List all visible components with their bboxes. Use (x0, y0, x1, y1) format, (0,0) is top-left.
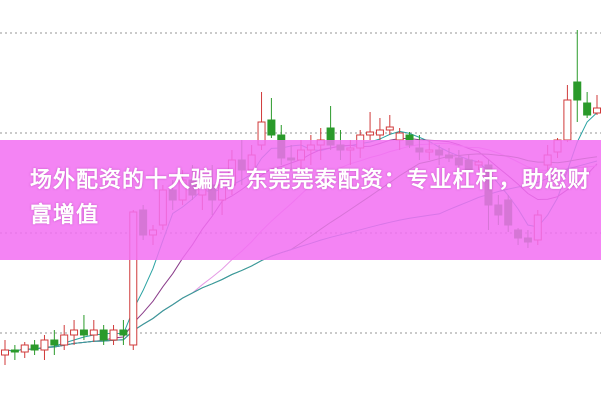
candle-body (89, 329, 98, 336)
candle (593, 95, 601, 115)
candle-body (395, 132, 404, 141)
candle-body (267, 119, 276, 136)
candle-body (385, 126, 394, 131)
candle-body (40, 339, 49, 351)
candle-body (20, 344, 29, 353)
candle (573, 30, 582, 122)
candle-body (79, 329, 88, 336)
candle-body (573, 81, 582, 101)
candle (79, 315, 88, 340)
candle-body (119, 329, 128, 336)
candle (20, 342, 29, 358)
candle (50, 330, 59, 355)
candle-body (593, 107, 601, 114)
candle (583, 92, 592, 118)
candle (99, 325, 108, 345)
candle-body (375, 129, 384, 136)
candle (119, 320, 128, 345)
candle (70, 320, 79, 345)
candle-body (583, 102, 592, 116)
candle (89, 320, 98, 342)
candle (109, 325, 118, 345)
candle-body (70, 329, 79, 336)
candle (366, 112, 375, 140)
banner-title: 场外配资的十大骗局 东莞莞泰配资：专业杠杆，助您财富增值 (30, 168, 591, 228)
candle (1, 340, 9, 365)
candle-body (50, 339, 59, 346)
candle (30, 340, 39, 355)
candle (267, 98, 276, 138)
candle-body (1, 349, 9, 356)
candle-body (99, 329, 108, 341)
candle-body (30, 344, 39, 351)
candle (563, 85, 572, 142)
candle-body (10, 349, 19, 353)
candle-body (366, 131, 375, 136)
candle-body (109, 329, 118, 341)
candle (385, 115, 394, 135)
candle-body (60, 334, 69, 346)
candle (60, 325, 69, 350)
candle (40, 335, 49, 360)
title-banner (0, 140, 601, 260)
candle-body (563, 99, 572, 141)
candle (10, 345, 19, 360)
candle (375, 118, 384, 140)
